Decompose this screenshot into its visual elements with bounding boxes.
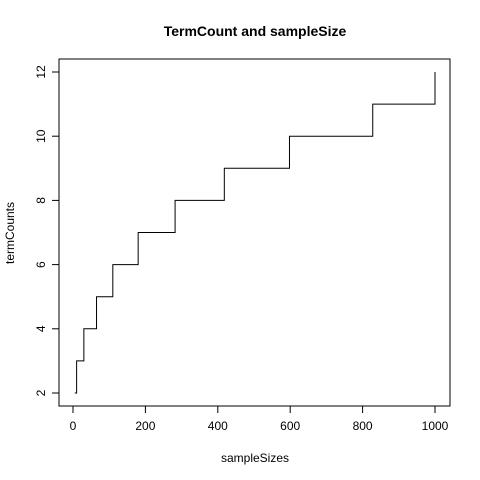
x-tick-label: 600: [280, 419, 300, 433]
y-tick-label: 6: [34, 261, 48, 268]
x-tick-label: 200: [135, 419, 155, 433]
plot-frame: [58, 58, 451, 407]
y-axis-label: termCounts: [3, 202, 17, 264]
x-axis: 0 200 400 600 800 1000: [70, 405, 449, 433]
chart-title: TermCount and sampleSize: [164, 23, 347, 39]
x-tick-label: 0: [70, 419, 77, 433]
y-tick-label: 10: [34, 129, 48, 143]
y-tick-label: 2: [34, 389, 48, 396]
x-tick-label: 400: [208, 419, 228, 433]
y-axis: 2 4 6 8 10 12: [34, 65, 60, 396]
x-tick-label: 800: [353, 419, 373, 433]
series-line: [74, 72, 436, 394]
y-tick-label: 8: [34, 197, 48, 204]
y-tick-label: 12: [34, 65, 48, 79]
x-tick-label: 1000: [422, 419, 449, 433]
x-axis-label: sampleSizes: [221, 451, 289, 465]
y-tick-label: 4: [34, 325, 48, 332]
